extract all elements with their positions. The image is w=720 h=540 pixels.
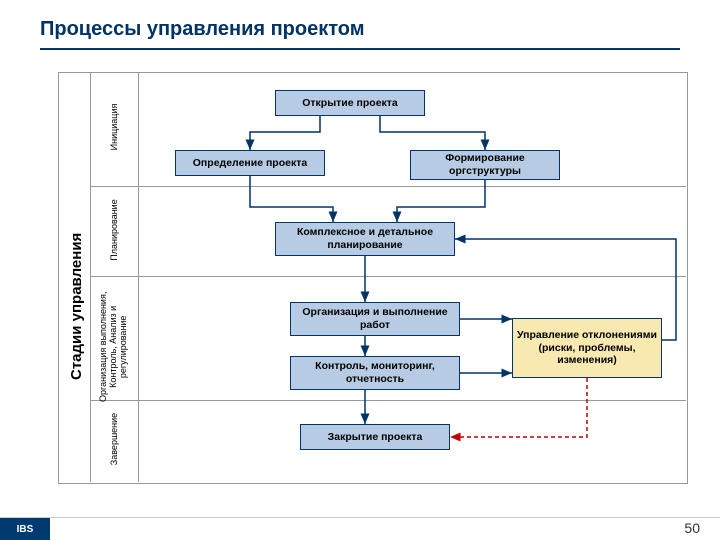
col-divider xyxy=(138,72,139,482)
node-org: Формирование оргструктуры xyxy=(410,150,560,180)
main-side-label: Стадии управления xyxy=(68,233,85,380)
node-ctrl: Контроль, мониторинг, отчетность xyxy=(290,356,460,390)
node-exec: Организация и выполнение работ xyxy=(290,302,460,336)
stage-label: Планирование xyxy=(109,170,119,290)
stage-label: Завершение xyxy=(109,379,119,499)
node-close: Закрытие проекта xyxy=(300,424,450,450)
logo: IBS xyxy=(0,518,50,540)
node-plan: Комплексное и детальное планирование xyxy=(275,222,455,256)
node-def: Определение проекта xyxy=(175,150,325,176)
title-underline xyxy=(40,48,680,50)
page-number: 50 xyxy=(684,520,700,536)
diagram-frame xyxy=(58,72,688,484)
node-dev: Управление отклонениями (риски, проблемы… xyxy=(512,318,662,378)
row-divider xyxy=(90,276,686,277)
col-divider xyxy=(90,72,91,482)
stage-label: Инициация xyxy=(109,67,119,187)
page-title: Процессы управления проектом xyxy=(40,18,365,41)
row-divider xyxy=(90,186,686,187)
row-divider xyxy=(90,400,686,401)
footer-divider xyxy=(0,517,720,518)
node-open: Открытие проекта xyxy=(275,90,425,116)
